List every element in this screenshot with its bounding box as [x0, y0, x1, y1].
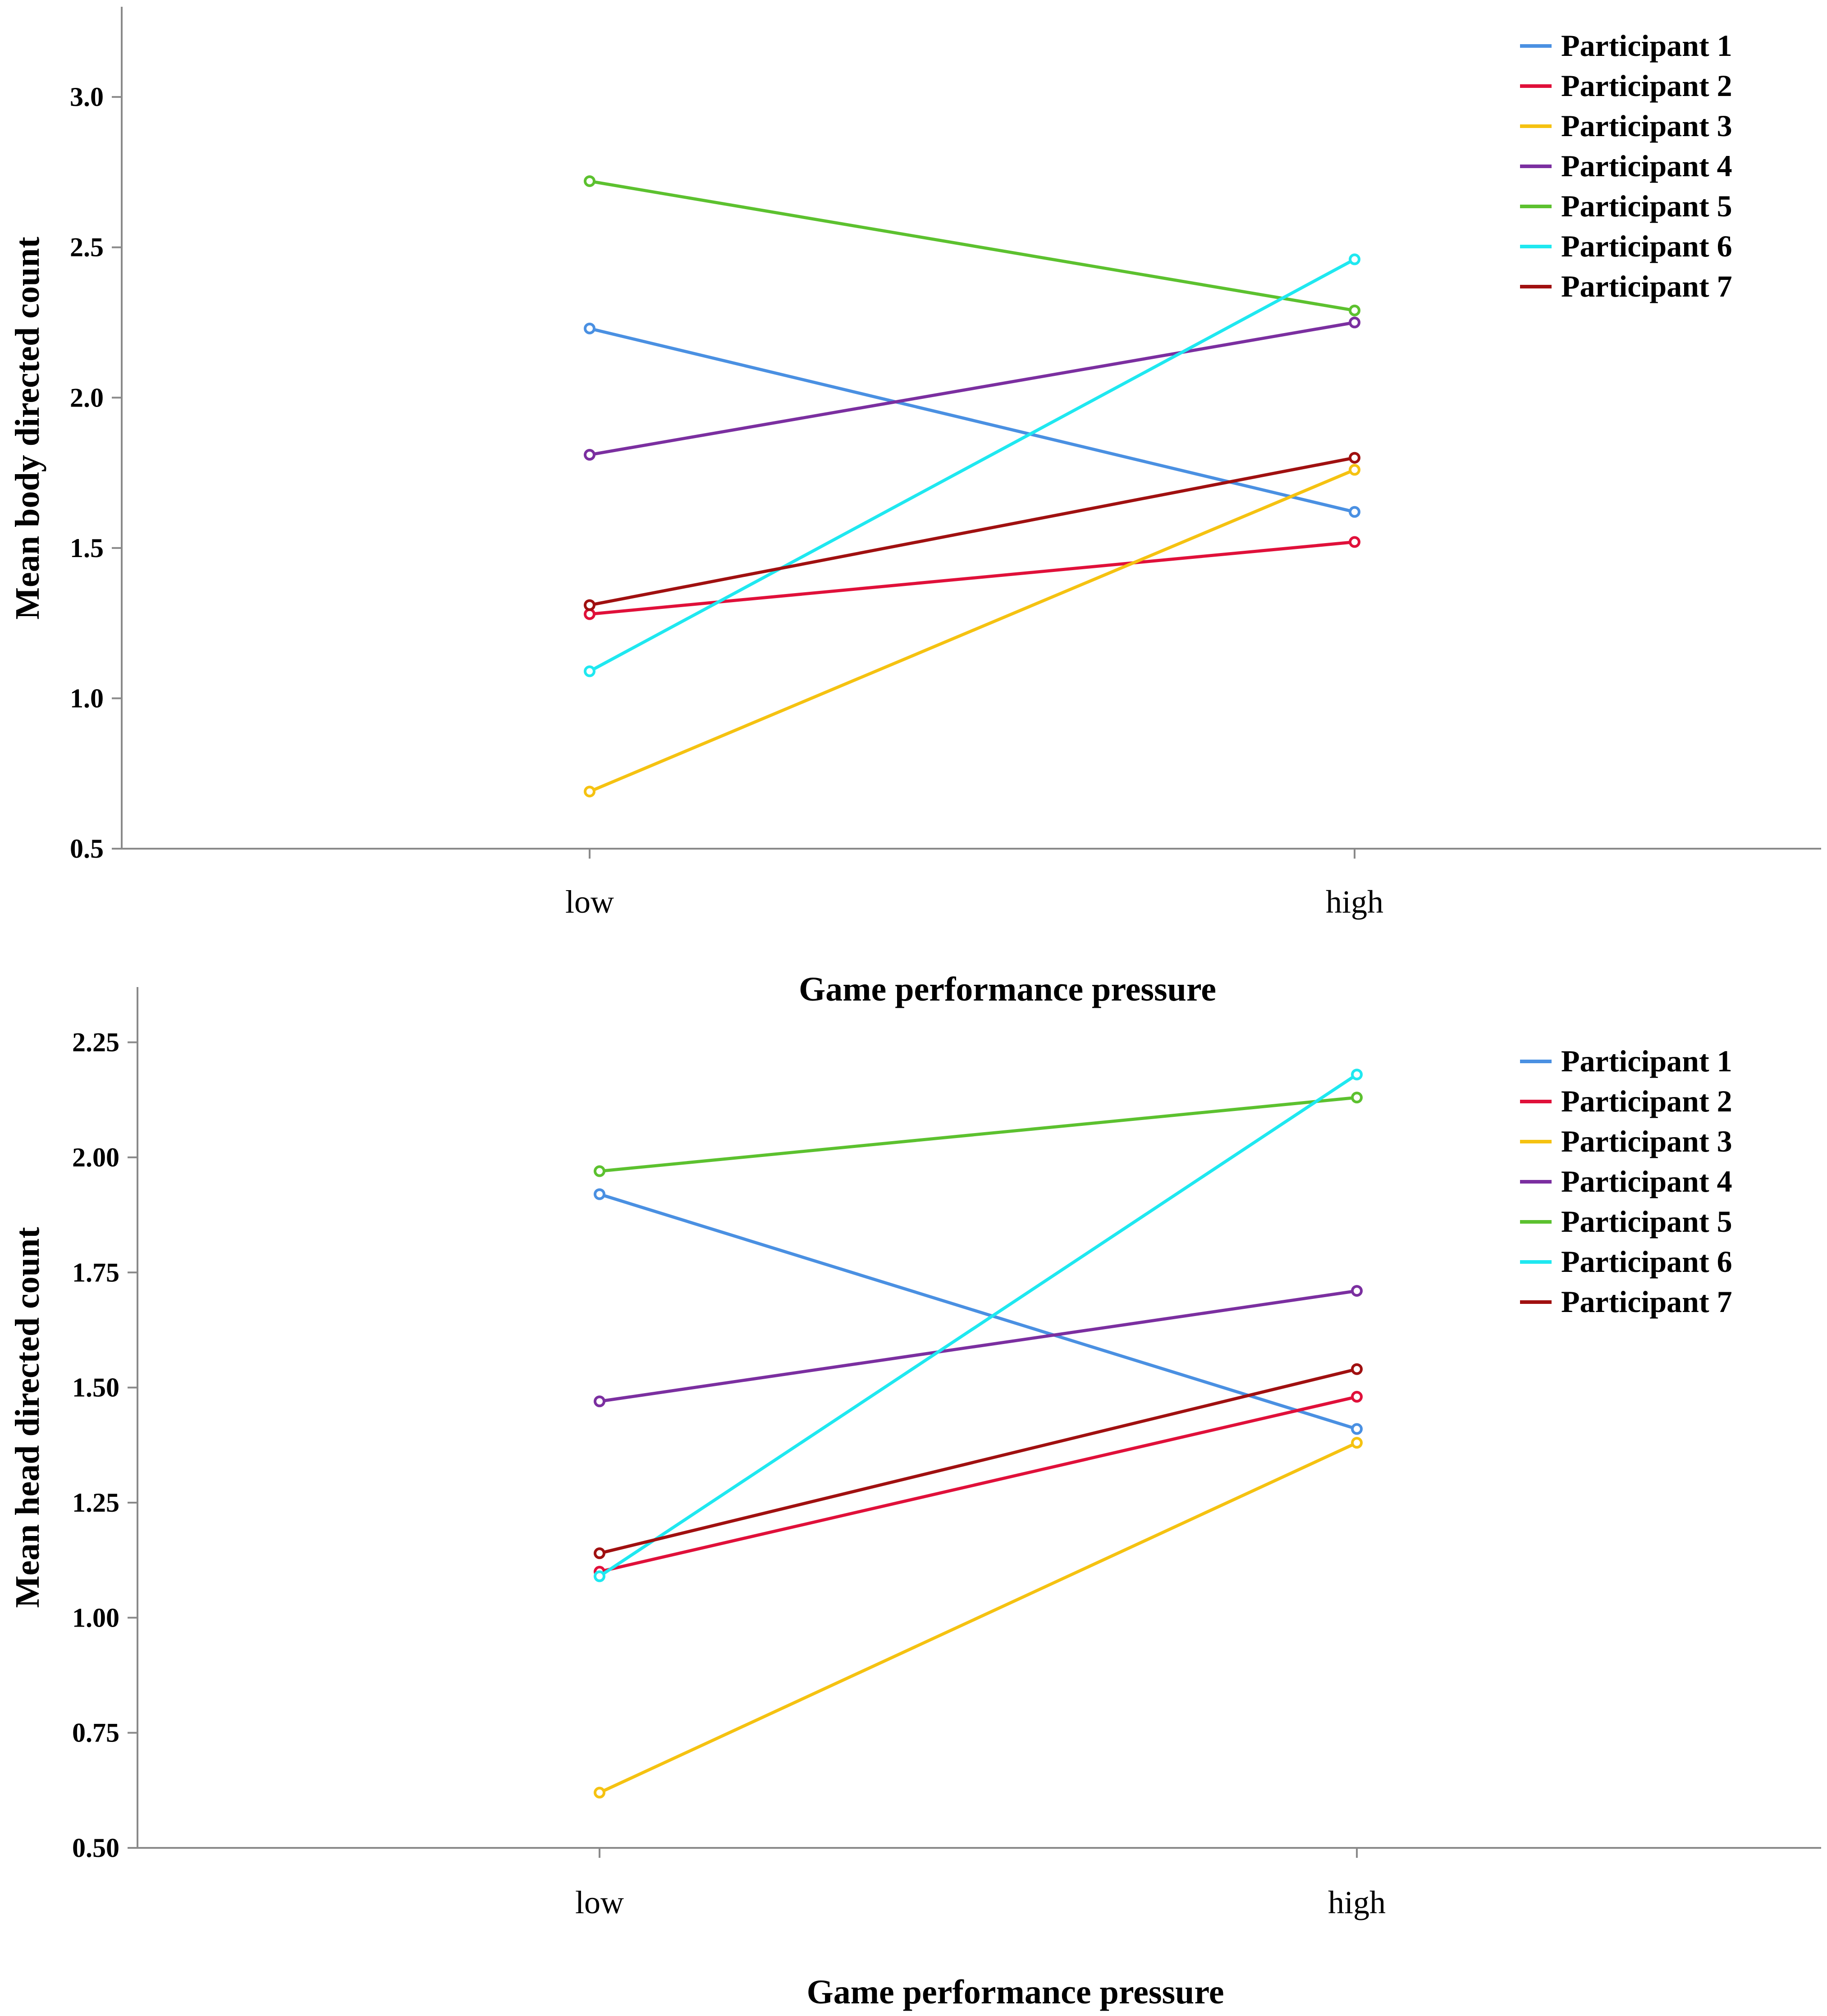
series-line — [589, 540, 1355, 616]
x-tick-label-high: high — [1326, 884, 1383, 920]
data-point-high — [1349, 253, 1360, 265]
y-tick-label: 1.75 — [72, 1257, 119, 1287]
data-point-high — [1349, 452, 1360, 464]
y-tick-label: 2.0 — [70, 383, 104, 412]
data-point-high — [1351, 1423, 1363, 1435]
series-line — [599, 1367, 1357, 1555]
legend-label: Participant 7 — [1561, 1285, 1732, 1319]
x-axis-title: Game performance pressure — [807, 1973, 1224, 2011]
legend: Participant 1 Participant 2 Participant 3 P… — [1520, 28, 1732, 303]
data-point-high — [1351, 1069, 1363, 1081]
series-3 — [594, 1437, 1363, 1799]
series-line — [589, 321, 1355, 457]
legend-label: Participant 2 — [1561, 1084, 1732, 1118]
data-point-low — [584, 175, 595, 187]
data-point-low — [584, 665, 595, 677]
data-point-low — [584, 599, 595, 611]
y-axis-title: Mean body directed count — [9, 237, 46, 619]
legend-label: Participant 7 — [1561, 269, 1732, 303]
data-point-low — [594, 1395, 605, 1408]
series-line — [599, 1096, 1357, 1173]
data-point-low — [594, 1188, 605, 1200]
series-1 — [584, 322, 1360, 518]
series-line — [589, 327, 1355, 514]
series-line — [599, 1193, 1358, 1431]
series-line — [589, 468, 1355, 793]
series-6 — [584, 253, 1360, 677]
series-2 — [584, 536, 1360, 620]
data-point-low — [594, 1547, 605, 1559]
x-tick-label-high: high — [1328, 1884, 1386, 1920]
data-point-high — [1349, 464, 1360, 476]
legend-label: Participant 5 — [1561, 189, 1732, 223]
data-point-high — [1351, 1391, 1363, 1403]
series-line — [589, 258, 1355, 673]
legend-label: Participant 2 — [1561, 69, 1732, 103]
y-tick-label: 0.75 — [72, 1718, 119, 1748]
y-tick-label: 1.5 — [70, 533, 104, 563]
chart-head-directed: 0.50 0.75 1.00 1.25 1.50 1.75 2.00 2.25 low high G… — [9, 987, 1821, 2011]
legend-label: Participant 1 — [1561, 1044, 1732, 1078]
series-4 — [584, 316, 1360, 461]
legend-label: Participant 5 — [1561, 1204, 1732, 1239]
y-tick-label: 2.00 — [72, 1143, 119, 1172]
y-tick-label: 1.50 — [72, 1373, 119, 1403]
series-5 — [594, 1092, 1363, 1177]
series-line — [599, 1441, 1358, 1794]
data-point-low — [584, 322, 595, 334]
series-1 — [594, 1188, 1363, 1435]
data-point-high — [1349, 536, 1360, 548]
series-line — [599, 1289, 1357, 1403]
series-3 — [584, 464, 1360, 798]
x-tick-label-low: low — [575, 1884, 624, 1920]
y-tick-label: 3.0 — [70, 82, 104, 112]
chart-body-directed: 0.5 1.0 1.5 2.0 2.5 3.0 low high Game performanc… — [9, 7, 1821, 1008]
y-tick-label: 2.25 — [72, 1028, 119, 1057]
series-6 — [594, 1069, 1363, 1582]
series-4 — [594, 1285, 1363, 1408]
series-7 — [584, 452, 1360, 611]
data-point-high — [1349, 304, 1360, 316]
y-tick-label: 2.5 — [70, 233, 104, 262]
legend-label: Participant 3 — [1561, 109, 1732, 143]
series-line — [589, 179, 1355, 312]
y-tick-label: 0.50 — [72, 1833, 119, 1863]
y-tick-label: 0.5 — [70, 834, 104, 864]
legend-label: Participant 4 — [1561, 149, 1732, 183]
data-point-high — [1351, 1092, 1363, 1104]
data-point-low — [594, 1570, 605, 1582]
y-axis-title: Mean head directed count — [9, 1227, 46, 1608]
legend: Participant 1 Participant 2 Participant 3 P… — [1520, 1044, 1732, 1319]
data-point-high — [1351, 1437, 1363, 1449]
series-2 — [594, 1391, 1363, 1578]
y-tick-label: 1.0 — [70, 683, 104, 713]
series-line — [599, 1073, 1358, 1578]
series-line — [589, 456, 1355, 607]
data-point-low — [594, 1165, 605, 1177]
data-point-high — [1349, 316, 1360, 329]
legend-label: Participant 6 — [1561, 229, 1732, 263]
y-tick-label: 1.25 — [72, 1488, 119, 1518]
data-point-low — [594, 1787, 605, 1799]
series-5 — [584, 175, 1360, 316]
legend-label: Participant 1 — [1561, 28, 1732, 63]
data-point-high — [1351, 1285, 1363, 1297]
data-point-low — [584, 449, 595, 461]
legend-label: Participant 6 — [1561, 1244, 1732, 1279]
series-line — [599, 1395, 1357, 1573]
data-point-low — [584, 786, 595, 798]
data-point-high — [1349, 506, 1360, 518]
y-tick-label: 1.00 — [72, 1603, 119, 1632]
data-point-high — [1351, 1363, 1363, 1375]
legend-label: Participant 3 — [1561, 1124, 1732, 1158]
data-point-low — [584, 608, 595, 620]
x-axis-title: Game performance pressure — [799, 970, 1216, 1008]
series-7 — [594, 1363, 1363, 1559]
legend-label: Participant 4 — [1561, 1164, 1732, 1198]
x-tick-label-low: low — [565, 884, 614, 920]
